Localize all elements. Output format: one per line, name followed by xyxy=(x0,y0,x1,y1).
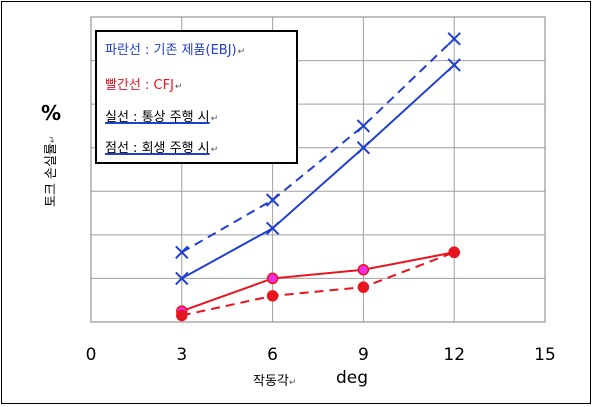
x-marker xyxy=(356,119,371,133)
x-marker-stroke xyxy=(175,271,189,286)
circle-marker xyxy=(357,281,370,293)
circle-marker xyxy=(266,290,279,302)
legend-line-solid: 실선 : 통상 주행 시↵ xyxy=(105,110,219,125)
x-marker xyxy=(175,245,189,259)
series-line xyxy=(181,251,455,317)
x-tick-label: 12 xyxy=(443,345,465,365)
circle-marker xyxy=(357,263,370,276)
legend-line-blue: 파란선 : 기존 제품(EBJ)↵ xyxy=(105,43,246,58)
x-tick-labels: 0 3 6 9 12 15 xyxy=(86,345,556,365)
x-marker-stroke xyxy=(356,141,371,155)
legend: 파란선 : 기존 제품(EBJ)↵ 빨간선 : CFJ↵ 실선 : 통상 주행 … xyxy=(95,30,298,164)
x-marker-stroke xyxy=(356,119,371,133)
x-tick-label: 9 xyxy=(358,345,369,365)
x-marker xyxy=(265,221,280,236)
x-marker-stroke xyxy=(447,58,461,72)
legend-line-red: 빨간선 : CFJ↵ xyxy=(105,78,183,93)
circle-marker xyxy=(448,246,460,259)
x-marker-stroke xyxy=(265,193,280,207)
circle-marker xyxy=(176,309,188,322)
series-line xyxy=(181,251,455,313)
x-tick-label: 15 xyxy=(534,345,556,365)
series-line xyxy=(181,38,455,254)
series-markers xyxy=(175,32,461,322)
y-axis-label: 토크 손실률↵ xyxy=(44,135,59,207)
x-marker-stroke xyxy=(175,245,189,259)
x-marker xyxy=(356,141,371,155)
x-tick-label: 3 xyxy=(176,345,187,365)
circle-marker xyxy=(266,272,279,285)
x-tick-label: 0 xyxy=(86,345,97,365)
x-marker xyxy=(175,271,189,286)
x-axis-label: 작동각↵ xyxy=(253,374,297,389)
x-marker xyxy=(447,32,461,46)
x-marker-stroke xyxy=(447,32,461,46)
x-marker xyxy=(447,58,461,72)
plot-area xyxy=(90,16,546,323)
x-axis-unit: deg xyxy=(336,368,369,388)
x-tick-label: 6 xyxy=(267,345,278,365)
x-marker-stroke xyxy=(265,221,280,236)
series-lines xyxy=(181,38,455,317)
y-axis-unit: % xyxy=(41,101,62,125)
legend-line-dashed: 점선 : 회생 주행 시↵ xyxy=(105,141,219,156)
series-line xyxy=(181,64,455,280)
x-marker xyxy=(265,193,280,207)
